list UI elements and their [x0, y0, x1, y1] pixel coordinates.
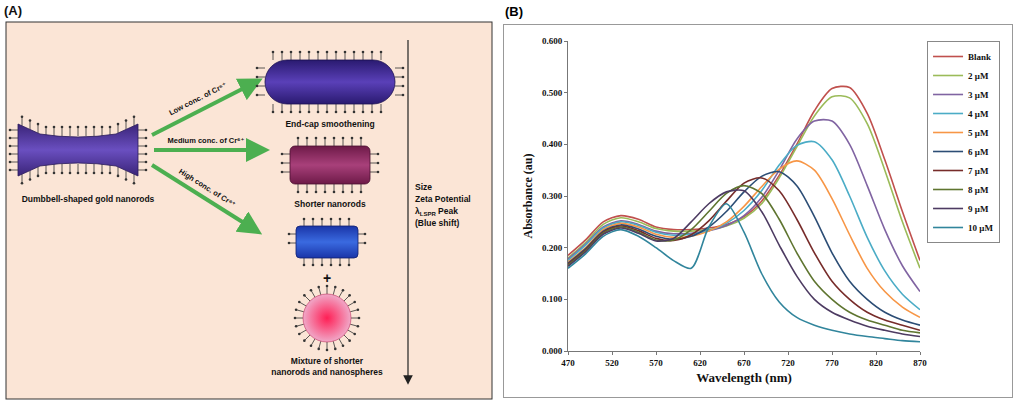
svg-text:Shorter nanorods: Shorter nanorods: [294, 199, 366, 209]
svg-text:Medium conc. of Cr⁶⁺: Medium conc. of Cr⁶⁺: [168, 136, 245, 145]
svg-text:+: +: [323, 270, 331, 286]
svg-text:0.000: 0.000: [542, 346, 563, 356]
svg-text:λLSPR Peak: λLSPR Peak: [415, 206, 458, 217]
svg-text:0.600: 0.600: [542, 36, 563, 46]
svg-text:6 μM: 6 μM: [968, 147, 989, 157]
svg-text:620: 620: [693, 358, 707, 368]
svg-text:520: 520: [605, 358, 619, 368]
svg-text:High conc. of Cr⁶⁺: High conc. of Cr⁶⁺: [177, 167, 237, 209]
svg-text:Blank: Blank: [968, 52, 991, 62]
svg-text:8 μM: 8 μM: [968, 185, 989, 195]
svg-text:0.300: 0.300: [542, 191, 563, 201]
svg-text:Size: Size: [415, 182, 432, 192]
svg-text:720: 720: [781, 358, 795, 368]
svg-text:nanorods and nanospheres: nanorods and nanospheres: [271, 367, 383, 377]
svg-text:10 μM: 10 μM: [968, 223, 993, 233]
svg-text:0.500: 0.500: [542, 88, 563, 98]
svg-text:0.400: 0.400: [542, 139, 563, 149]
svg-text:(Blue shift): (Blue shift): [415, 218, 460, 228]
svg-text:3 μM: 3 μM: [968, 90, 989, 100]
svg-text:Mixture of shorter: Mixture of shorter: [291, 356, 364, 366]
svg-text:0.200: 0.200: [542, 243, 563, 253]
svg-text:670: 670: [737, 358, 751, 368]
svg-text:770: 770: [825, 358, 839, 368]
svg-text:Absorbance (au): Absorbance (au): [521, 153, 535, 238]
svg-text:Zeta Potential: Zeta Potential: [415, 194, 471, 204]
svg-text:820: 820: [869, 358, 883, 368]
svg-text:570: 570: [649, 358, 663, 368]
svg-text:Wavelength (nm): Wavelength (nm): [696, 370, 792, 385]
svg-text:0.100: 0.100: [542, 294, 563, 304]
svg-text:9 μM: 9 μM: [968, 204, 989, 214]
svg-text:870: 870: [913, 358, 927, 368]
svg-text:Dumbbell-shaped gold nanorods: Dumbbell-shaped gold nanorods: [22, 194, 155, 204]
svg-text:End-cap smoothening: End-cap smoothening: [285, 119, 374, 129]
html-text:(B): (B): [505, 4, 523, 19]
svg-text:470: 470: [561, 358, 575, 368]
svg-text:(A): (A): [4, 3, 22, 18]
svg-text:5 μM: 5 μM: [968, 128, 989, 138]
svg-text:7 μM: 7 μM: [968, 166, 989, 176]
svg-text:4 μM: 4 μM: [968, 109, 989, 119]
svg-text:Low conc. of Cr⁶⁺: Low conc. of Cr⁶⁺: [167, 80, 228, 117]
svg-text:2 μM: 2 μM: [968, 71, 989, 81]
